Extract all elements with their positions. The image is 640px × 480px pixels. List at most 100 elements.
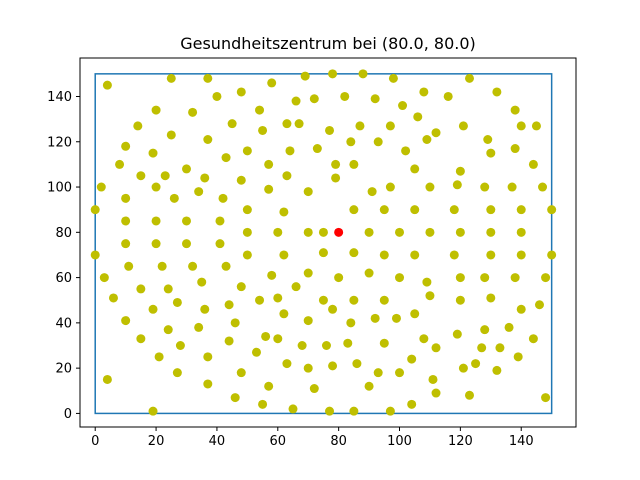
data-point — [236, 175, 246, 185]
data-point — [395, 368, 405, 378]
data-point — [236, 368, 246, 378]
data-point — [203, 134, 213, 144]
data-point — [242, 205, 252, 215]
data-point — [547, 250, 557, 260]
data-point — [413, 112, 423, 122]
data-point — [312, 144, 322, 154]
data-point — [303, 268, 313, 278]
data-point — [230, 393, 240, 403]
data-point — [318, 248, 328, 258]
data-point — [148, 304, 158, 314]
data-point — [242, 250, 252, 260]
data-point — [419, 87, 429, 97]
data-point — [510, 105, 520, 115]
data-point — [255, 295, 265, 305]
data-point — [300, 71, 310, 81]
data-point — [264, 381, 274, 391]
data-point — [528, 334, 538, 344]
data-point — [279, 207, 289, 217]
data-point — [492, 87, 502, 97]
data-point — [166, 130, 176, 140]
data-point — [99, 273, 109, 283]
data-point — [325, 406, 335, 416]
data-point — [480, 182, 490, 192]
data-point — [258, 125, 268, 135]
data-point — [495, 343, 505, 353]
data-point — [452, 180, 462, 190]
data-point — [221, 261, 231, 271]
data-point — [534, 300, 544, 310]
data-point — [279, 309, 289, 319]
data-point — [477, 343, 487, 353]
data-point — [163, 284, 173, 294]
data-point — [200, 173, 210, 183]
data-point — [175, 341, 185, 351]
x-axis: 0 20 40 60 80 100 120 140 — [91, 427, 534, 449]
data-point — [328, 69, 338, 79]
data-point — [136, 171, 146, 181]
data-point — [349, 295, 359, 305]
data-point — [455, 273, 465, 283]
data-point — [321, 341, 331, 351]
y-tick-label: 80 — [55, 226, 72, 241]
data-point — [334, 273, 344, 283]
data-point — [157, 261, 167, 271]
data-point — [401, 146, 411, 156]
data-point — [309, 94, 319, 104]
data-point — [431, 388, 441, 398]
data-point — [513, 352, 523, 362]
y-tick-label: 40 — [55, 316, 72, 331]
data-point — [516, 227, 526, 237]
data-point — [200, 304, 210, 314]
data-point — [431, 343, 441, 353]
data-point — [90, 250, 100, 260]
data-point — [264, 159, 274, 169]
data-point — [318, 227, 328, 237]
data-point — [160, 171, 170, 181]
data-point — [325, 125, 335, 135]
data-point — [364, 268, 374, 278]
data-point — [480, 325, 490, 335]
data-point — [218, 193, 228, 203]
data-point — [224, 336, 234, 346]
data-point — [343, 338, 353, 348]
data-point — [507, 182, 517, 192]
data-point — [410, 205, 420, 215]
data-point — [364, 227, 374, 237]
data-point — [486, 293, 496, 303]
x-tick-label: 140 — [509, 434, 534, 449]
data-point — [121, 316, 131, 326]
data-point — [194, 322, 204, 332]
data-point — [267, 270, 277, 280]
data-point — [102, 374, 112, 384]
data-point — [328, 361, 338, 371]
data-point — [136, 334, 146, 344]
data-point — [443, 91, 453, 101]
data-point — [410, 164, 420, 174]
area-boundary — [94, 73, 553, 415]
data-point — [303, 187, 313, 197]
data-point — [221, 153, 231, 163]
data-point — [166, 73, 176, 83]
data-point — [331, 159, 341, 169]
data-point — [352, 359, 362, 369]
data-point — [431, 128, 441, 138]
data-point — [349, 248, 359, 258]
data-point — [148, 148, 158, 158]
data-point — [480, 273, 490, 283]
data-point — [486, 250, 496, 260]
data-point — [504, 322, 514, 332]
data-point — [455, 227, 465, 237]
data-point — [182, 239, 192, 249]
data-point — [169, 193, 179, 203]
data-point — [242, 227, 252, 237]
data-point — [547, 205, 557, 215]
data-point — [230, 318, 240, 328]
data-point — [215, 239, 225, 249]
data-point — [151, 239, 161, 249]
data-point — [425, 227, 435, 237]
data-point — [331, 173, 341, 183]
data-point — [385, 121, 395, 131]
data-point — [203, 352, 213, 362]
y-tick-label: 100 — [47, 181, 72, 196]
